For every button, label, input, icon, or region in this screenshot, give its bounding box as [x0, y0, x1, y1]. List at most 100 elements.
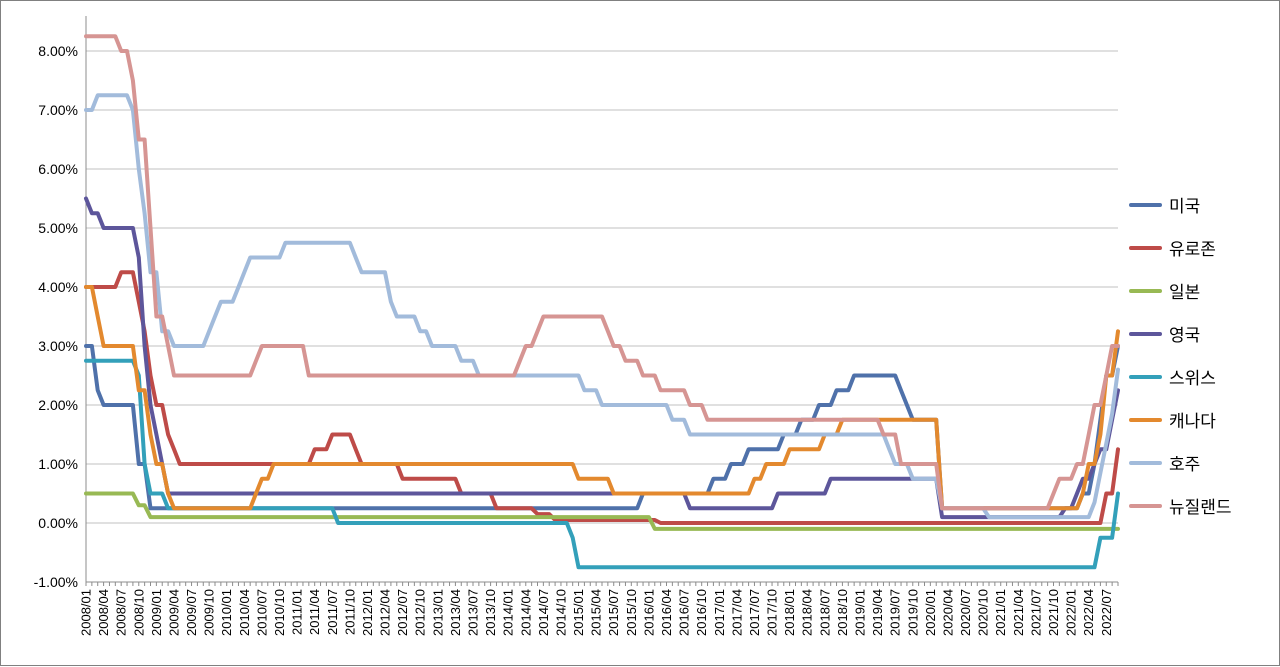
x-tick-label: 2021/10: [1046, 589, 1061, 636]
x-tick-label: 2015/10: [624, 589, 639, 636]
legend-label-switzerland: 스위스: [1169, 369, 1216, 388]
x-tick-label: 2012/04: [378, 589, 393, 636]
legend-label-eurozone: 유로존: [1169, 240, 1216, 259]
legend-item-usa: 미국: [1129, 183, 1232, 226]
x-tick-label: 2016/04: [659, 589, 674, 636]
x-tick-label: 2022/04: [1081, 589, 1096, 636]
x-tick-label: 2014/01: [501, 589, 516, 636]
legend-swatch-canada: [1129, 417, 1162, 422]
legend-item-uk: 영국: [1129, 312, 1232, 355]
legend-item-switzerland: 스위스: [1129, 355, 1232, 398]
x-tick-label: 2012/10: [413, 589, 428, 636]
x-tick-label: 2017/07: [747, 589, 762, 636]
legend-label-canada: 캐나다: [1169, 412, 1216, 431]
series-line-eurozone: [84, 270, 1120, 525]
x-tick-label: 2020/01: [923, 589, 938, 636]
x-tick-label: 2009/10: [202, 589, 217, 636]
x-tick-label: 2008/01: [79, 589, 94, 636]
x-tick-label: 2009/04: [166, 589, 181, 636]
x-tick-label: 2010/04: [237, 589, 252, 636]
series-line-new-zealand: [84, 34, 1120, 511]
x-tick-label: 2011/07: [325, 589, 340, 635]
x-tick-label: 2022/01: [1064, 589, 1079, 636]
x-tick-label: 2020/10: [976, 589, 991, 636]
x-tick-label: 2009/07: [184, 589, 199, 636]
x-tick-label: 2013/07: [466, 589, 481, 636]
x-tick-label: 2018/01: [782, 589, 797, 636]
series-line-australia: [84, 93, 1120, 520]
legend-swatch-uk: [1129, 331, 1162, 336]
x-tick-label: 2017/04: [729, 589, 744, 636]
x-tick-label: 2011/10: [342, 589, 357, 635]
x-tick-label: 2015/04: [589, 589, 604, 636]
legend-label-new-zealand: 뉴질랜드: [1169, 498, 1232, 517]
legend-label-japan: 일본: [1169, 283, 1201, 302]
x-tick-label: 2012/01: [360, 589, 375, 636]
x-tick-label: 2017/10: [765, 589, 780, 636]
x-tick-label: 2019/10: [905, 589, 920, 636]
x-tick-label: 2021/07: [1028, 589, 1043, 636]
x-tick-label: 2018/04: [800, 589, 815, 636]
x-tick-label: 2012/07: [395, 589, 410, 636]
x-tick-label: 2008/07: [114, 589, 129, 636]
legend-swatch-australia: [1129, 460, 1162, 465]
x-tick-label: 2020/07: [958, 589, 973, 636]
x-tick-label: 2016/01: [641, 589, 656, 636]
legend-swatch-eurozone: [1129, 245, 1162, 250]
legend-swatch-japan: [1129, 288, 1162, 293]
x-tick-label: 2020/04: [940, 589, 955, 636]
series-line-usa: [84, 344, 1120, 511]
x-tick-label: 2016/07: [677, 589, 692, 636]
x-tick-label: 2021/01: [993, 589, 1008, 636]
legend-swatch-new-zealand: [1129, 503, 1162, 508]
x-tick-label: 2009/01: [149, 589, 164, 636]
y-axis-labels: 8.00% 7.00% 6.00% 5.00% 4.00% 3.00% 2.00% 1.00%…: [34, 43, 78, 590]
gridlines: [86, 50, 1118, 524]
x-tick-label: 2010/10: [272, 589, 287, 636]
y-tick-label: 2.00%: [38, 397, 78, 413]
x-tick-label: 2015/01: [571, 589, 586, 636]
x-tick-label: 2010/07: [254, 589, 269, 636]
x-tick-label: 2019/07: [888, 589, 903, 636]
y-tick-label: 0.00%: [38, 515, 78, 531]
x-tick-label: 2011/04: [307, 589, 322, 635]
x-tick-label: 2018/10: [835, 589, 850, 636]
x-tick-label: 2021/04: [1011, 589, 1026, 636]
x-tick-label: 2019/04: [870, 589, 885, 636]
legend-label-uk: 영국: [1169, 326, 1201, 345]
legend-item-eurozone: 유로존: [1129, 226, 1232, 269]
series-line-uk: [84, 196, 1120, 520]
series-line-japan: [84, 491, 1120, 531]
legend-item-japan: 일본: [1129, 269, 1232, 312]
legend-item-australia: 호주: [1129, 441, 1232, 484]
y-tick-label: 4.00%: [38, 279, 78, 295]
series-line-switzerland: [84, 358, 1120, 570]
legend-swatch-switzerland: [1129, 374, 1162, 379]
x-tick-label: 2022/07: [1099, 589, 1114, 636]
y-tick-label: 8.00%: [38, 43, 78, 59]
x-tick-label: 2014/04: [518, 589, 533, 636]
axes: [85, 16, 1119, 586]
y-tick-label: -1.00%: [34, 574, 78, 590]
x-tick-label: 2018/07: [817, 589, 832, 636]
x-tick-label: 2008/10: [131, 589, 146, 636]
x-tick-label: 2019/01: [853, 589, 868, 636]
x-tick-label: 2016/10: [694, 589, 709, 636]
series-lines: [84, 34, 1120, 570]
legend-item-new-zealand: 뉴질랜드: [1129, 484, 1232, 527]
y-tick-label: 6.00%: [38, 161, 78, 177]
x-tick-label: 2010/01: [219, 589, 234, 636]
x-tick-label: 2014/10: [553, 589, 568, 636]
y-tick-label: 3.00%: [38, 338, 78, 354]
x-tick-label: 2013/04: [448, 589, 463, 636]
y-tick-label: 7.00%: [38, 102, 78, 118]
legend-swatch-usa: [1129, 202, 1162, 207]
x-axis-labels: 2008/01 2008/04 2008/07 2008/10 2009/01 2009/…: [79, 589, 1114, 636]
y-tick-label: 5.00%: [38, 220, 78, 236]
x-tick-label: 2011/01: [290, 589, 305, 635]
x-tick-label: 2015/07: [606, 589, 621, 636]
x-tick-label: 2014/07: [536, 589, 551, 636]
y-tick-label: 1.00%: [38, 456, 78, 472]
